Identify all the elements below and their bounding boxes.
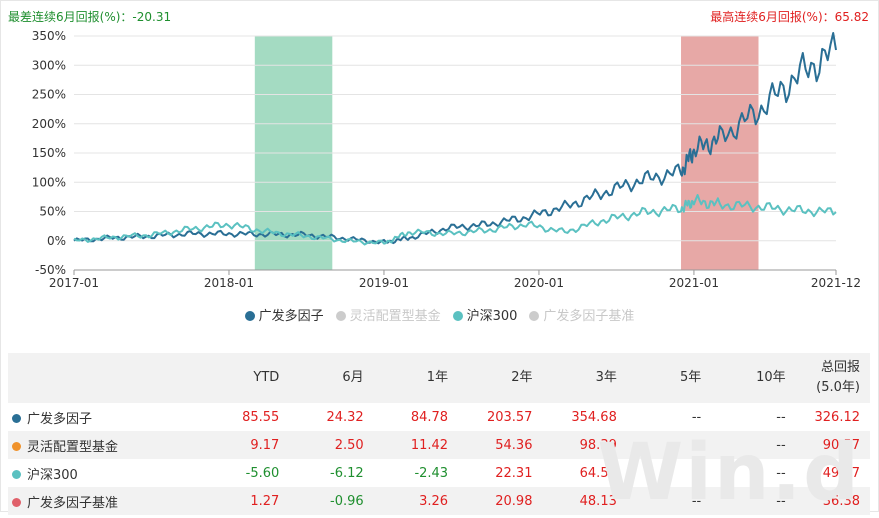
y-tick-label: 50%: [39, 205, 66, 219]
header-3y: 3年: [542, 353, 627, 403]
legend-item[interactable]: 沪深300: [452, 305, 518, 324]
value-cell: 22.31: [458, 459, 543, 487]
watermark-logo: Win.d: [597, 428, 861, 518]
value-cell: 36.38: [795, 487, 870, 515]
header-1y: 1年: [373, 353, 459, 403]
legend-label: 灵活配置型基金: [349, 309, 441, 324]
y-tick-label: 150%: [32, 146, 66, 160]
legend-item[interactable]: 广发多因子: [244, 305, 324, 324]
value-cell: -6.12: [289, 459, 374, 487]
value-cell: --: [626, 459, 712, 487]
row-name-cell: 广发多因子基准: [8, 487, 205, 515]
value-cell: -5.60: [204, 459, 290, 487]
worst-6m-return: 最差连续6月回报(%)：-20.31: [8, 10, 172, 24]
legend-dot-icon: [335, 311, 346, 321]
legend-dot-icon: [529, 311, 540, 321]
y-tick-label: -50%: [35, 263, 66, 277]
value-cell: --: [711, 459, 796, 487]
value-cell: 90.57: [795, 431, 870, 459]
y-tick-label: 100%: [32, 175, 66, 189]
row-name: 沪深300: [27, 467, 78, 483]
value-cell: 64.50: [542, 459, 627, 487]
value-cell: 11.42: [373, 431, 459, 459]
y-tick-label: 250%: [32, 88, 66, 102]
table-header-row: YTD 6月 1年 2年 3年 5年 10年 总回报 (5.0年): [8, 353, 870, 403]
header-6m: 6月: [289, 353, 374, 403]
value-cell: -2.43: [373, 459, 459, 487]
returns-table-wrap: YTD 6月 1年 2年 3年 5年 10年 总回报 (5.0年) 广发多因子 8…: [8, 353, 870, 515]
x-tick-label: 2017-01: [49, 276, 99, 290]
legend-label: 广发多因子基准: [543, 309, 635, 324]
row-name: 广发多因子: [27, 411, 93, 427]
header-total: 总回报 (5.0年): [795, 353, 870, 403]
value-cell: 20.98: [458, 487, 543, 515]
x-tick-label: 2019-01: [359, 276, 409, 290]
series-line: [73, 194, 837, 246]
legend-dot-icon: [452, 311, 463, 321]
table-row: 灵活配置型基金 9.17 2.50 11.42 54.36 98.39 -- -- 90.57: [8, 431, 870, 459]
header-name: [8, 353, 205, 403]
row-name: 灵活配置型基金: [27, 439, 119, 455]
series-dot-icon: [12, 441, 21, 451]
y-tick-label: 0%: [47, 234, 66, 248]
legend-item[interactable]: 广发多因子基准: [529, 305, 634, 324]
value-cell: --: [711, 403, 796, 431]
x-tick-label: 2018-01: [204, 276, 254, 290]
value-cell: 24.32: [289, 403, 374, 431]
value-cell: --: [626, 487, 712, 515]
y-tick-label: 300%: [32, 58, 66, 72]
value-cell: 98.39: [542, 431, 627, 459]
series-dot-icon: [12, 497, 21, 507]
legend-item[interactable]: 灵活配置型基金: [335, 305, 441, 324]
row-name-cell: 广发多因子: [8, 403, 205, 431]
value-cell: -0.96: [289, 487, 374, 515]
value-cell: 326.12: [795, 403, 870, 431]
value-cell: --: [711, 487, 796, 515]
value-cell: 3.26: [373, 487, 459, 515]
value-cell: --: [626, 403, 712, 431]
value-cell: 203.57: [458, 403, 543, 431]
header-2y: 2年: [458, 353, 543, 403]
header-total-period: (5.0年): [816, 380, 860, 395]
series-line: [73, 32, 837, 245]
row-name-cell: 沪深300: [8, 459, 205, 487]
value-cell: 49.17: [795, 459, 870, 487]
series-dot-icon: [12, 413, 21, 423]
table-row: 广发多因子 85.55 24.32 84.78 203.57 354.68 -- -- 326.…: [8, 403, 870, 431]
line-chart: 350% 300% 250% 200% 150% 100% 50% 0% -50%2017-01…: [32, 29, 861, 290]
x-tick-label: 2021-12: [811, 276, 861, 290]
value-cell: --: [626, 431, 712, 459]
row-name-cell: 灵活配置型基金: [8, 431, 205, 459]
header-10y: 10年: [711, 353, 796, 403]
value-cell: 48.13: [542, 487, 627, 515]
value-cell: --: [711, 431, 796, 459]
value-cell: 54.36: [458, 431, 543, 459]
x-tick-label: 2021-01: [669, 276, 719, 290]
value-cell: 354.68: [542, 403, 627, 431]
value-cell: 85.55: [204, 403, 290, 431]
legend-label: 广发多因子: [258, 309, 324, 324]
returns-table: YTD 6月 1年 2年 3年 5年 10年 总回报 (5.0年) 广发多因子 8…: [8, 353, 870, 515]
value-cell: 84.78: [373, 403, 459, 431]
header-5y: 5年: [626, 353, 712, 403]
y-tick-label: 200%: [32, 117, 66, 131]
value-cell: 9.17: [204, 431, 290, 459]
header-ytd: YTD: [204, 353, 290, 403]
series-dot-icon: [12, 469, 21, 479]
x-tick-label: 2020-01: [514, 276, 564, 290]
table-row: 沪深300 -5.60 -6.12 -2.43 22.31 64.50 -- -- 49.17: [8, 459, 870, 487]
legend-dot-icon: [244, 311, 255, 321]
row-name: 广发多因子基准: [27, 495, 119, 511]
best-6m-return: 最高连续6月回报(%)：65.82: [710, 10, 869, 24]
y-tick-label: 350%: [32, 29, 66, 43]
table-row: 广发多因子基准 1.27 -0.96 3.26 20.98 48.13 -- -- 36.38: [8, 487, 870, 515]
header-total-label: 总回报: [820, 360, 860, 375]
value-cell: 1.27: [204, 487, 290, 515]
chart-legend: 广发多因子 灵活配置型基金 沪深300 广发多因子基准: [0, 305, 879, 324]
value-cell: 2.50: [289, 431, 374, 459]
legend-label: 沪深300: [466, 309, 518, 324]
